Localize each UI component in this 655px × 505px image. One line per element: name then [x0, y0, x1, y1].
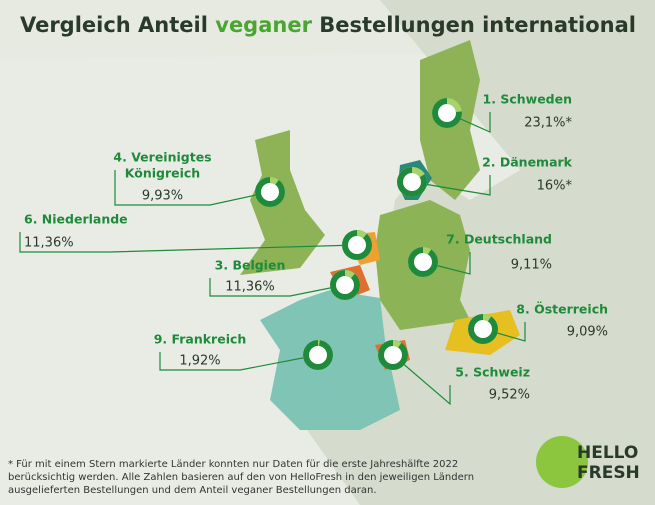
- leader-line: [19, 232, 358, 253]
- title-highlight: veganer: [215, 13, 312, 37]
- country-label: 2. Dänemark: [482, 155, 573, 170]
- leader-line: [422, 252, 471, 275]
- donut-share: [330, 270, 360, 300]
- country-label: 4. Vereinigtes: [113, 150, 211, 165]
- donut-share: [408, 247, 438, 277]
- uk: [240, 130, 325, 275]
- country-value: 9,11%: [511, 258, 552, 273]
- country-value: 23,1%*: [524, 116, 572, 131]
- country-label: 9. Frankreich: [154, 332, 247, 347]
- country-label: 8. Österreich: [516, 302, 608, 317]
- country-value: 9,09%: [567, 325, 608, 340]
- country-label: 7. Deutschland: [446, 232, 552, 247]
- title-part: Bestellungen international: [312, 13, 636, 37]
- country-label: Königreich: [125, 166, 200, 181]
- title-part: Vergleich Anteil: [20, 13, 215, 37]
- logo-text: HELLO: [577, 443, 638, 463]
- leader-line: [446, 112, 491, 133]
- country-value: 11,36%: [225, 280, 275, 295]
- country-value: 16%*: [537, 179, 573, 194]
- country-label: 5. Schweiz: [455, 365, 530, 380]
- leader-line: [392, 354, 451, 406]
- country-label: 1. Schweden: [483, 92, 572, 107]
- leader-line: [209, 278, 346, 297]
- donut-share: [397, 167, 427, 197]
- donut-share: [468, 314, 498, 344]
- leader-line: [159, 352, 319, 371]
- logo-lime: [536, 436, 588, 488]
- donut-share: [303, 340, 333, 370]
- country-label: 3. Belgien: [215, 258, 286, 273]
- country-label: 6. Niederlande: [24, 212, 128, 227]
- logo-text: FRESH: [577, 463, 640, 483]
- footnote: * Für mit einem Stern markierte Länder k…: [8, 459, 475, 496]
- donut-share: [378, 340, 408, 370]
- country-value: 11,36%: [24, 236, 74, 251]
- country-value: 1,92%: [179, 354, 220, 369]
- leader-line: [114, 170, 271, 206]
- country-value: 9,93%: [142, 189, 183, 204]
- title: Vergleich Anteil veganer Bestellungen in…: [20, 13, 636, 37]
- country-value: 9,52%: [489, 388, 530, 403]
- donut-share: [432, 98, 462, 128]
- donut-share: [255, 177, 285, 207]
- leader-line: [411, 175, 491, 196]
- donut-share: [342, 230, 372, 260]
